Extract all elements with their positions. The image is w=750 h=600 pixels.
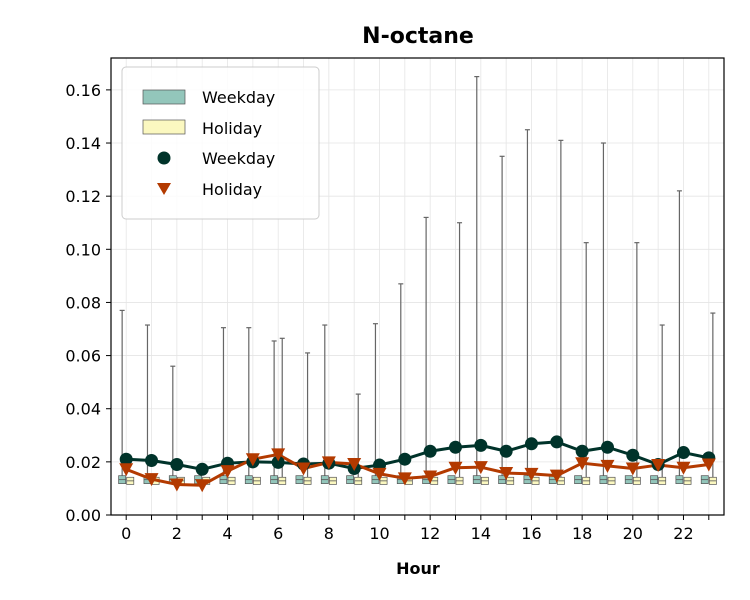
- x-tick-label: 10: [369, 524, 389, 543]
- data-point: [195, 479, 210, 493]
- data-point: [245, 453, 260, 467]
- data-point: [676, 446, 690, 460]
- y-tick-label: 0.06: [65, 347, 101, 366]
- data-point: [296, 462, 311, 476]
- y-axis: 0.00 0.02 0.04 0.06 0.08 0.10 0.12 0.14 0.16: [65, 81, 111, 525]
- data-point: [448, 440, 462, 454]
- legend-weekday-marker: [157, 151, 171, 165]
- data-point: [271, 448, 286, 462]
- x-axis: 0 2 4 6 8 10 12 14 16 18 20 22: [121, 515, 710, 543]
- data-point: [195, 462, 209, 476]
- data-point: [398, 452, 412, 466]
- data-point: [600, 459, 615, 473]
- data-point: [676, 461, 691, 475]
- legend-frame: [121, 66, 320, 220]
- series-markers: [119, 435, 716, 493]
- legend-holiday-box-swatch: [142, 119, 186, 135]
- series-line: [125, 452, 709, 487]
- legend-holiday-line-label: Holiday: [202, 180, 262, 199]
- x-tick-label: 0: [121, 524, 131, 543]
- data-point: [524, 437, 538, 451]
- chart-title: N-octane: [362, 24, 474, 49]
- x-tick-label: 20: [623, 524, 643, 543]
- data-point: [170, 458, 184, 472]
- y-tick-label: 0.14: [65, 134, 101, 153]
- boxplots: [118, 75, 717, 485]
- x-tick-label: 4: [222, 524, 232, 543]
- data-point: [321, 456, 336, 470]
- y-tick-label: 0.10: [65, 240, 101, 259]
- data-point: [499, 444, 513, 458]
- data-point: [473, 461, 488, 475]
- data-point: [550, 435, 564, 449]
- data-point: [119, 452, 133, 466]
- data-point: [575, 457, 590, 471]
- data-point: [397, 472, 412, 486]
- data-point: [625, 462, 640, 476]
- data-point: [575, 444, 589, 458]
- y-tick-label: 0.08: [65, 293, 101, 312]
- data-point: [600, 440, 614, 454]
- y-tick-label: 0.00: [65, 506, 101, 525]
- data-point: [701, 458, 716, 472]
- data-point: [220, 465, 235, 479]
- data-point: [423, 444, 437, 458]
- data-point: [144, 473, 159, 487]
- legend-weekday-line-label: Weekday: [202, 149, 275, 168]
- x-tick-label: 12: [420, 524, 440, 543]
- data-point: [145, 454, 159, 468]
- x-tick-label: 22: [673, 524, 693, 543]
- x-tick-label: 6: [273, 524, 283, 543]
- y-tick-label: 0.16: [65, 81, 101, 100]
- data-point: [651, 459, 666, 473]
- data-point: [448, 461, 463, 475]
- data-point: [169, 478, 184, 492]
- x-tick-label: 8: [324, 524, 334, 543]
- data-point: [423, 470, 438, 484]
- y-tick-label: 0.12: [65, 187, 101, 206]
- legend-holiday-marker: [157, 183, 171, 195]
- data-point: [347, 457, 362, 471]
- data-point: [626, 448, 640, 462]
- data-point: [372, 467, 387, 481]
- data-point: [119, 463, 134, 477]
- data-point: [499, 467, 514, 481]
- plot-frame: [110, 57, 725, 516]
- data-point: [549, 469, 564, 483]
- legend-weekday-box-swatch: [142, 89, 186, 105]
- data-point: [474, 438, 488, 452]
- legend: Weekday Holiday Weekday Holiday: [121, 66, 320, 220]
- legend-weekday-box-label: Weekday: [202, 88, 275, 107]
- x-tick-label: 14: [471, 524, 491, 543]
- legend-holiday-box-label: Holiday: [202, 119, 262, 138]
- x-axis-label: Hour: [396, 559, 440, 578]
- y-tick-label: 0.04: [65, 400, 101, 419]
- data-point: [524, 467, 539, 481]
- x-tick-label: 2: [172, 524, 182, 543]
- x-tick-label: 16: [521, 524, 541, 543]
- data-point: [271, 455, 285, 469]
- y-tick-label: 0.02: [65, 453, 101, 472]
- x-tick-label: 18: [572, 524, 592, 543]
